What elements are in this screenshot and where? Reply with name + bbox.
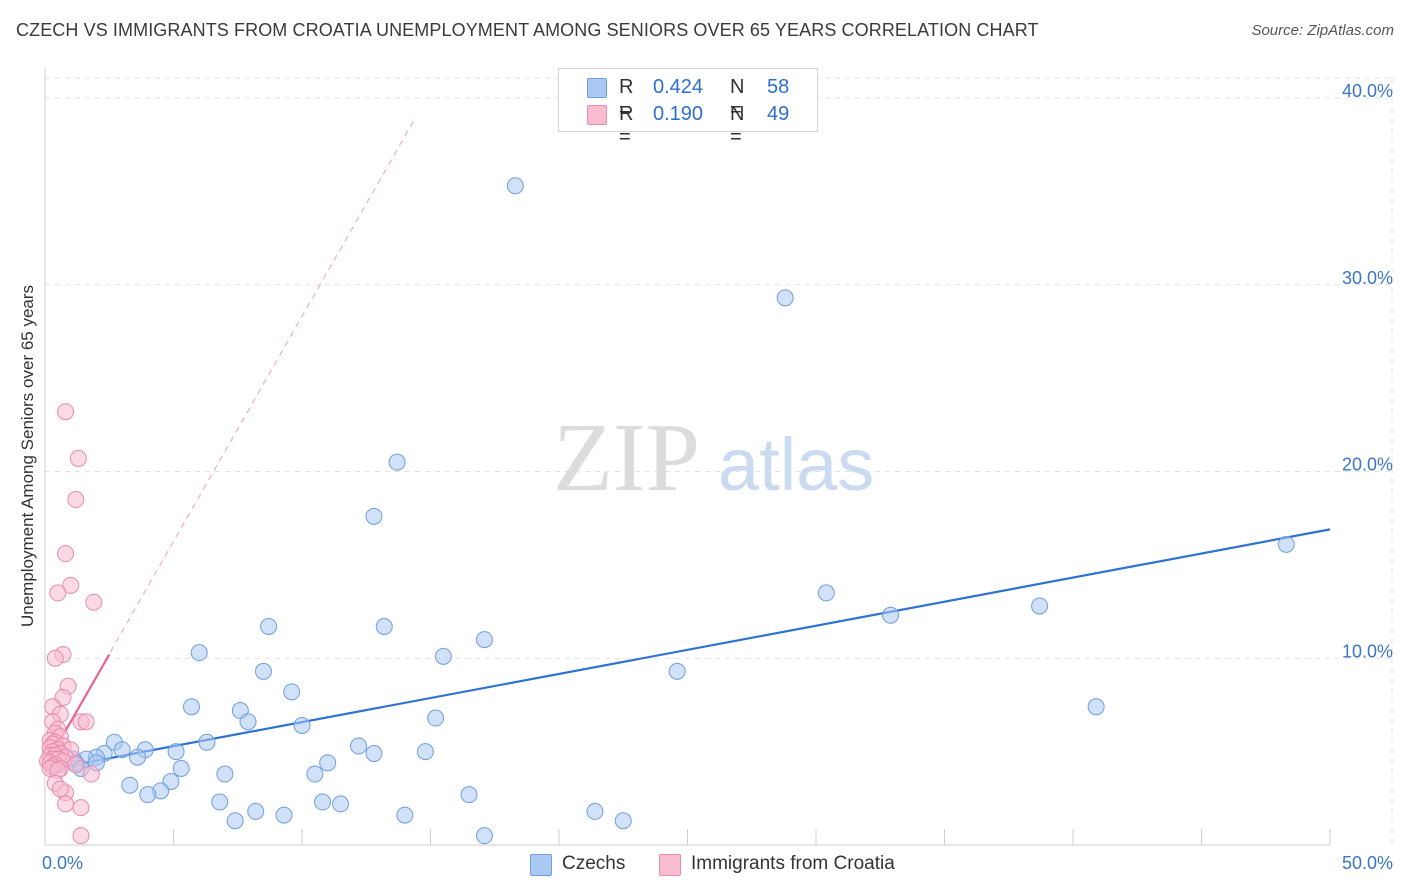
croatia-point xyxy=(57,403,75,421)
legend-label-czechs: Czechs xyxy=(562,853,626,874)
chart-title: CZECH VS IMMIGRANTS FROM CROATIA UNEMPLO… xyxy=(16,20,1039,40)
czech-point xyxy=(172,759,190,777)
axes xyxy=(44,68,1331,846)
r-value: 0.424 xyxy=(653,76,704,98)
czech-point xyxy=(198,733,216,751)
data-points xyxy=(39,177,1295,845)
czech-point xyxy=(260,618,278,636)
czech-point xyxy=(434,647,452,665)
watermark: ZIP atlas xyxy=(553,404,874,512)
y-tick-label: 10.0% xyxy=(1342,641,1393,661)
czech-point xyxy=(375,618,393,636)
croatia-point xyxy=(72,827,90,845)
czech-point xyxy=(314,793,332,811)
croatia-point xyxy=(49,584,67,602)
legend-swatch-czechs xyxy=(530,854,552,876)
legend-swatch-czechs xyxy=(587,78,607,98)
czech-point xyxy=(817,584,835,602)
czech-point xyxy=(1031,597,1049,615)
czech-point xyxy=(121,776,139,794)
y-tick-label: 40.0% xyxy=(1342,81,1393,101)
croatia-point xyxy=(72,799,90,817)
n-label: N = xyxy=(730,76,745,121)
y-axis-label: Unemployment Among Seniors over 65 years xyxy=(18,285,37,627)
czech-point xyxy=(1277,535,1295,553)
source-credit: Source: ZipAtlas.com xyxy=(1251,22,1394,39)
legend-label-croatia: Immigrants from Croatia xyxy=(691,853,895,874)
correlation-legend: R = 0.424 N = 58 R = 0.190 N = 49 xyxy=(558,68,818,148)
czech-point xyxy=(506,177,524,195)
czech-point xyxy=(475,631,493,649)
r-value: 0.190 xyxy=(653,103,704,125)
n-value: 49 xyxy=(767,103,790,125)
n-value: 58 xyxy=(767,76,790,98)
czech-point xyxy=(275,806,293,824)
czech-point xyxy=(416,743,434,761)
czech-point xyxy=(365,744,383,762)
legend-swatch-croatia xyxy=(587,105,607,125)
czech-point xyxy=(475,827,493,845)
croatia-point xyxy=(85,593,103,611)
r-label: R = xyxy=(619,76,634,121)
x-tick-label-max: 50.0% xyxy=(1342,853,1393,873)
trend-line-0 xyxy=(44,528,1331,772)
czech-point xyxy=(586,802,604,820)
czech-point xyxy=(139,786,157,804)
croatia-point xyxy=(82,765,100,783)
czech-point xyxy=(211,793,229,811)
tick-labels: 10.0% 20.0% 30.0% 40.0% 0.0% 50.0% xyxy=(42,81,1393,873)
czech-point xyxy=(365,507,383,525)
watermark-atlas: atlas xyxy=(718,423,874,506)
czech-point xyxy=(306,765,324,783)
czech-point xyxy=(460,786,478,804)
croatia-point xyxy=(51,780,69,798)
czech-point xyxy=(388,453,406,471)
czech-point xyxy=(293,716,311,734)
grid-lines xyxy=(45,77,1393,845)
czech-point xyxy=(427,709,445,727)
n-label: N = xyxy=(730,103,745,148)
czech-point xyxy=(396,806,414,824)
x-tick-label-min: 0.0% xyxy=(42,853,83,873)
croatia-point xyxy=(46,649,64,667)
czech-point xyxy=(239,713,257,731)
croatia-point xyxy=(62,576,80,594)
watermark-zip: ZIP xyxy=(553,404,700,512)
croatia-point xyxy=(69,449,87,467)
czech-point xyxy=(882,606,900,624)
czech-point xyxy=(167,743,185,761)
czech-point xyxy=(614,812,632,830)
czech-point xyxy=(182,698,200,716)
croatia-point xyxy=(67,756,85,774)
r-label: R = xyxy=(619,103,634,148)
czech-point xyxy=(668,662,686,680)
y-tick-label: 30.0% xyxy=(1342,268,1393,288)
croatia-point xyxy=(57,545,75,563)
czech-point xyxy=(247,802,265,820)
czech-point xyxy=(776,289,794,307)
croatia-point xyxy=(77,713,95,731)
y-tick-label: 20.0% xyxy=(1342,455,1393,475)
legend-swatch-croatia xyxy=(659,854,681,876)
croatia-point xyxy=(57,795,75,813)
czech-point xyxy=(216,765,234,783)
czech-point xyxy=(113,741,131,759)
czech-point xyxy=(254,662,272,680)
czech-point xyxy=(332,795,350,813)
czech-point xyxy=(129,748,147,766)
czech-point xyxy=(226,812,244,830)
croatia-point xyxy=(67,491,85,509)
czech-point xyxy=(319,754,337,772)
czech-point xyxy=(283,683,301,701)
czech-point xyxy=(190,644,208,662)
czech-point xyxy=(1087,698,1105,716)
czech-point xyxy=(350,737,368,755)
